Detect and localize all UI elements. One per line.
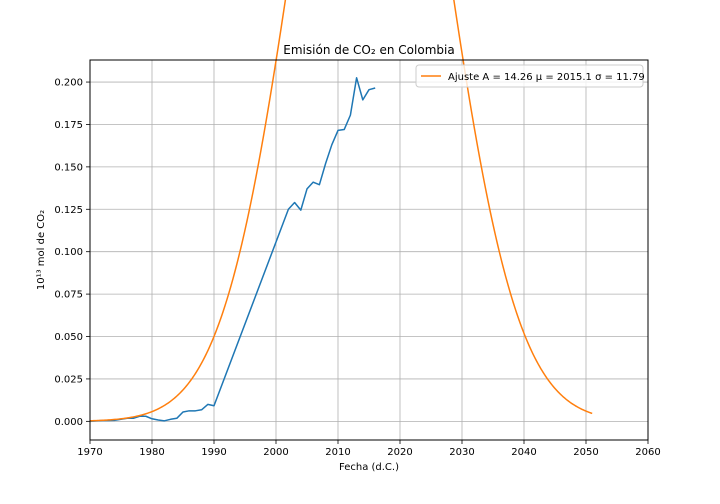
series-line-fit — [89, 0, 593, 422]
y-tick-label: 0.175 — [54, 120, 83, 131]
y-tick-label: 0.075 — [54, 290, 83, 301]
y-tick-label: 0.200 — [54, 78, 83, 89]
y-tick-label: 0.000 — [54, 417, 83, 428]
y-tick-label: 0.025 — [54, 374, 83, 385]
legend-label-fit: Ajuste A = 14.26 μ = 2015.1 σ = 11.79 — [448, 72, 645, 83]
chart-title: Emisión de CO₂ en Colombia — [283, 43, 454, 57]
series-layer — [89, 0, 593, 423]
x-tick-label: 1980 — [139, 447, 164, 458]
legend-box — [415, 64, 644, 88]
x-tick-label: 1970 — [77, 447, 102, 458]
y-tick-label: 0.050 — [54, 332, 83, 343]
x-tick-label: 2000 — [263, 447, 288, 458]
legend: Ajuste A = 14.26 μ = 2015.1 σ = 11.79 — [415, 64, 645, 88]
x-tick-label: 2020 — [387, 447, 412, 458]
x-tick-label: 2030 — [449, 447, 474, 458]
x-tick-label: 2060 — [635, 447, 660, 458]
x-axis-ticks: 1970 1980 1990 2000 2010 2020 2030 2040 2050 2060 — [77, 440, 661, 458]
x-tick-label: 2050 — [573, 447, 598, 458]
y-tick-label: 0.150 — [54, 162, 83, 173]
plot-frame — [89, 59, 649, 441]
x-tick-label: 2010 — [325, 447, 350, 458]
y-tick-label: 0.125 — [54, 205, 83, 216]
x-tick-label: 1990 — [201, 447, 226, 458]
y-tick-label: 0.100 — [54, 247, 83, 258]
y-axis-ticks: 0.000 0.025 0.050 0.075 0.100 0.125 0.150 0.175… — [54, 78, 90, 428]
x-tick-label: 2040 — [511, 447, 536, 458]
x-axis-label: Fecha (d.C.) — [339, 462, 399, 473]
y-axis-label: 10¹³ mol de CO₂ — [36, 210, 47, 290]
